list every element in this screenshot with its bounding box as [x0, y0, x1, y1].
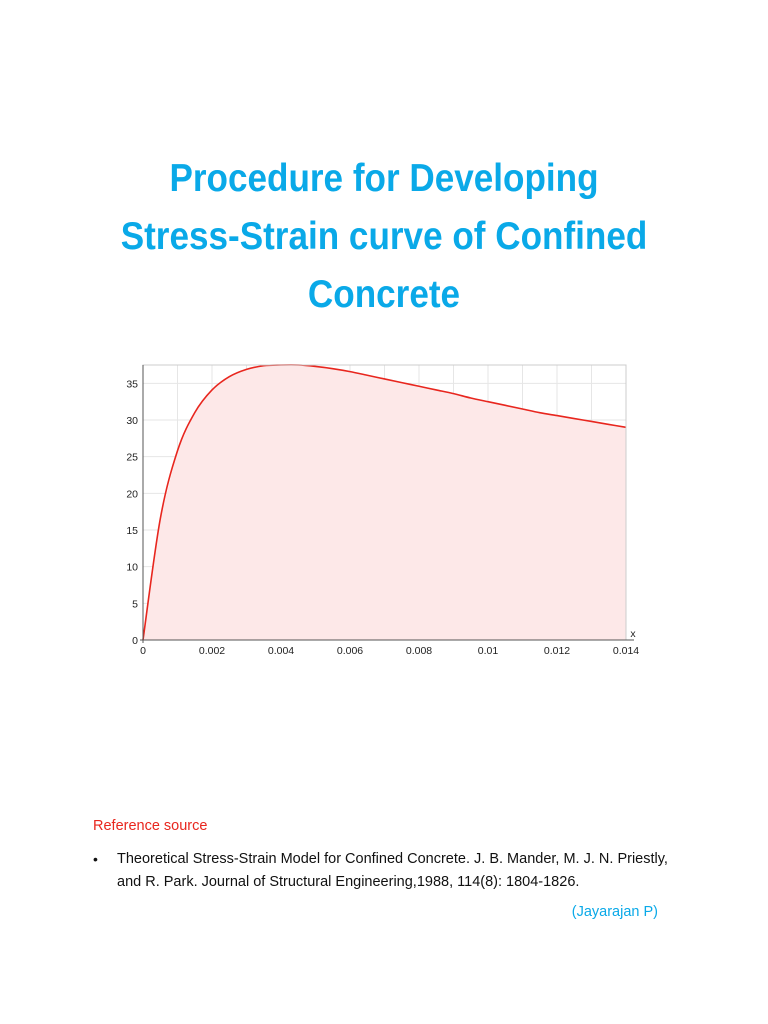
series-line: [142, 364, 627, 641]
author-credit: (Jayarajan P): [571, 904, 658, 920]
page-title: Procedure for Developing Stress-Strain c…: [38, 150, 729, 324]
y-tick-label: 30: [126, 415, 138, 427]
reference-item: • Theoretical Stress-Strain Model for Co…: [93, 848, 673, 894]
y-tick-label: 20: [126, 488, 138, 500]
reference-text: Theoretical Stress-Strain Model for Conf…: [117, 851, 668, 890]
reference-list: • Theoretical Stress-Strain Model for Co…: [93, 848, 673, 894]
area-fill: [143, 365, 626, 640]
x-tick-label: 0: [140, 645, 146, 657]
y-tick-label: 5: [132, 598, 138, 610]
x-tick-label: 0.008: [406, 645, 432, 657]
x-tick-label: 0.002: [199, 645, 225, 657]
x-tick-label: 0.004: [268, 645, 294, 657]
y-tick-label: 15: [126, 525, 138, 537]
x-tick-label: 0.014: [613, 645, 639, 657]
title-line: Procedure for Developing: [169, 157, 599, 200]
y-tick-label: 35: [126, 378, 138, 390]
title-line: Concrete: [307, 273, 461, 316]
x-tick-label: 0.012: [544, 645, 570, 657]
y-tick-label: 10: [126, 562, 138, 574]
x-axis-label: x: [630, 628, 636, 640]
stress-strain-chart: 0 5 10 15 20 25 30 35 0 0.002 0.004 0.006 0.008 0.01 0…: [126, 364, 639, 657]
bullet-icon: •: [93, 851, 98, 867]
reference-heading: Reference source: [93, 818, 208, 834]
x-tick-label: 0.01: [478, 645, 499, 657]
y-tick-label: 0: [132, 635, 138, 647]
title-line: Stress-Strain curve of Confined: [120, 215, 648, 258]
y-tick-label: 25: [126, 452, 138, 464]
x-tick-label: 0.006: [337, 645, 363, 657]
